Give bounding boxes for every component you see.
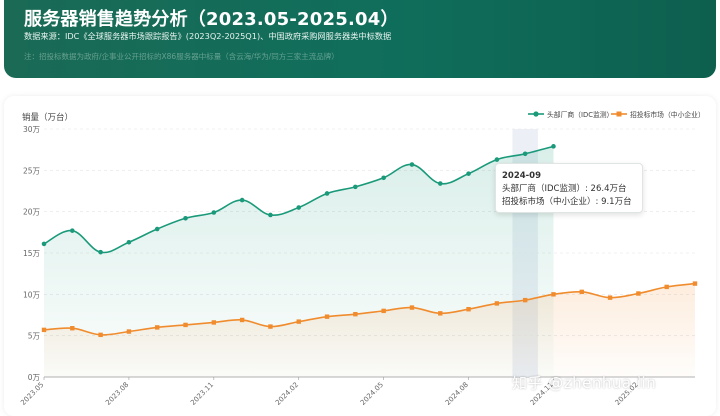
series-1-point[interactable] bbox=[211, 210, 217, 215]
series-2-point[interactable] bbox=[381, 308, 386, 314]
series-1-point[interactable] bbox=[98, 249, 103, 255]
y-tick-label: 0万 bbox=[28, 373, 41, 382]
series-1-point[interactable] bbox=[494, 157, 500, 162]
tooltip-date: 2024-09 bbox=[502, 171, 542, 181]
x-tick-label: 2023.11 bbox=[189, 381, 215, 407]
series-2-point[interactable] bbox=[409, 305, 415, 310]
series-2-point[interactable] bbox=[98, 332, 103, 338]
x-tick-label: 2023.08 bbox=[104, 381, 130, 407]
x-tick-label: 2024.05 bbox=[359, 381, 385, 407]
series-1-point[interactable] bbox=[551, 144, 556, 149]
y-tick-label: 15万 bbox=[23, 249, 41, 258]
x-tick-label: 2024.08 bbox=[444, 381, 470, 407]
series-1-point[interactable] bbox=[437, 181, 443, 186]
legend-item-2[interactable]: 招投标市场（中小企业） bbox=[611, 110, 705, 119]
legend-item-1[interactable]: 头部厂商（IDC监测） bbox=[528, 110, 613, 119]
series-2-point[interactable] bbox=[438, 311, 443, 316]
series-1-point[interactable] bbox=[353, 184, 358, 190]
series-2-point[interactable] bbox=[155, 325, 160, 330]
y-tick-label: 25万 bbox=[23, 166, 41, 175]
legend-label-1: 头部厂商（IDC监测） bbox=[547, 110, 613, 119]
x-tick-label: 2023.05 bbox=[19, 381, 45, 407]
series-2-point[interactable] bbox=[466, 307, 471, 312]
series-1-point[interactable] bbox=[296, 205, 302, 210]
series-1-point[interactable] bbox=[381, 175, 386, 181]
y-tick-label: 30万 bbox=[23, 125, 41, 134]
series-2-point[interactable] bbox=[494, 301, 500, 306]
series-2-point[interactable] bbox=[126, 329, 132, 334]
series-2-point[interactable] bbox=[211, 320, 217, 325]
series-2-point[interactable] bbox=[296, 319, 301, 324]
x-tick-label: 2024.02 bbox=[274, 381, 300, 407]
series-1-point[interactable] bbox=[126, 239, 132, 245]
watermark: 知乎 @zhenhua lin bbox=[512, 374, 657, 392]
series-2-point[interactable] bbox=[607, 295, 613, 300]
series-1-point[interactable] bbox=[70, 228, 75, 233]
legend-label-2: 招投标市场（中小企业） bbox=[630, 110, 705, 119]
series-2-area bbox=[44, 283, 695, 377]
series-2-point[interactable] bbox=[579, 289, 584, 295]
series-1-point[interactable] bbox=[239, 197, 245, 203]
data-note: 注：招投标数据为政府/企事业公开招标的X86服务器中标量（含云海/华为/同方三家… bbox=[24, 52, 339, 61]
series-2-point[interactable] bbox=[41, 327, 47, 333]
series-1-point[interactable] bbox=[41, 241, 47, 247]
y-tick-label: 20万 bbox=[23, 208, 41, 217]
series-2-point[interactable] bbox=[636, 291, 641, 296]
series-1-point[interactable] bbox=[268, 212, 273, 218]
series-1-point[interactable] bbox=[154, 226, 160, 232]
y-tick-label: 10万 bbox=[23, 290, 41, 299]
y-tick-label: 5万 bbox=[28, 332, 41, 341]
series-2-point[interactable] bbox=[70, 326, 75, 331]
series-2-point[interactable] bbox=[268, 324, 273, 329]
header-banner: 服务器销售趋势分析（2023.05-2025.04） 数据来源：IDC《全球服务… bbox=[4, 0, 716, 78]
series-1-point[interactable] bbox=[183, 215, 188, 221]
series-2-line bbox=[43, 282, 696, 336]
series-2-point[interactable] bbox=[664, 284, 669, 290]
series-1-point[interactable] bbox=[409, 162, 415, 167]
page-title: 服务器销售趋势分析（2023.05-2025.04） bbox=[24, 9, 399, 30]
series-1-point[interactable] bbox=[466, 171, 471, 176]
series-2-point[interactable] bbox=[324, 314, 330, 319]
series-2-point[interactable] bbox=[239, 317, 245, 323]
tooltip-line-2: 招投标市场（中小企业）: 9.1万台 bbox=[502, 197, 632, 207]
series-2-point[interactable] bbox=[692, 281, 698, 286]
series-2-point[interactable] bbox=[353, 311, 358, 317]
series-2-point[interactable] bbox=[183, 322, 188, 328]
series-2-point[interactable] bbox=[522, 297, 528, 303]
series-2-point[interactable] bbox=[551, 292, 556, 297]
tooltip: 2024-09 头部厂商（IDC监测）: 26.4万台 招投标市场（中小企业）:… bbox=[495, 163, 643, 213]
tooltip-line-1: 头部厂商（IDC监测）: 26.4万台 bbox=[502, 184, 627, 194]
data-source: 数据来源：IDC《全球服务器市场跟踪报告》(2023Q2-2025Q1)、中国政… bbox=[24, 31, 392, 41]
series-1-point[interactable] bbox=[324, 191, 330, 196]
series-1-point[interactable] bbox=[522, 151, 528, 157]
y-axis-label: 销量（万台） bbox=[22, 112, 73, 123]
